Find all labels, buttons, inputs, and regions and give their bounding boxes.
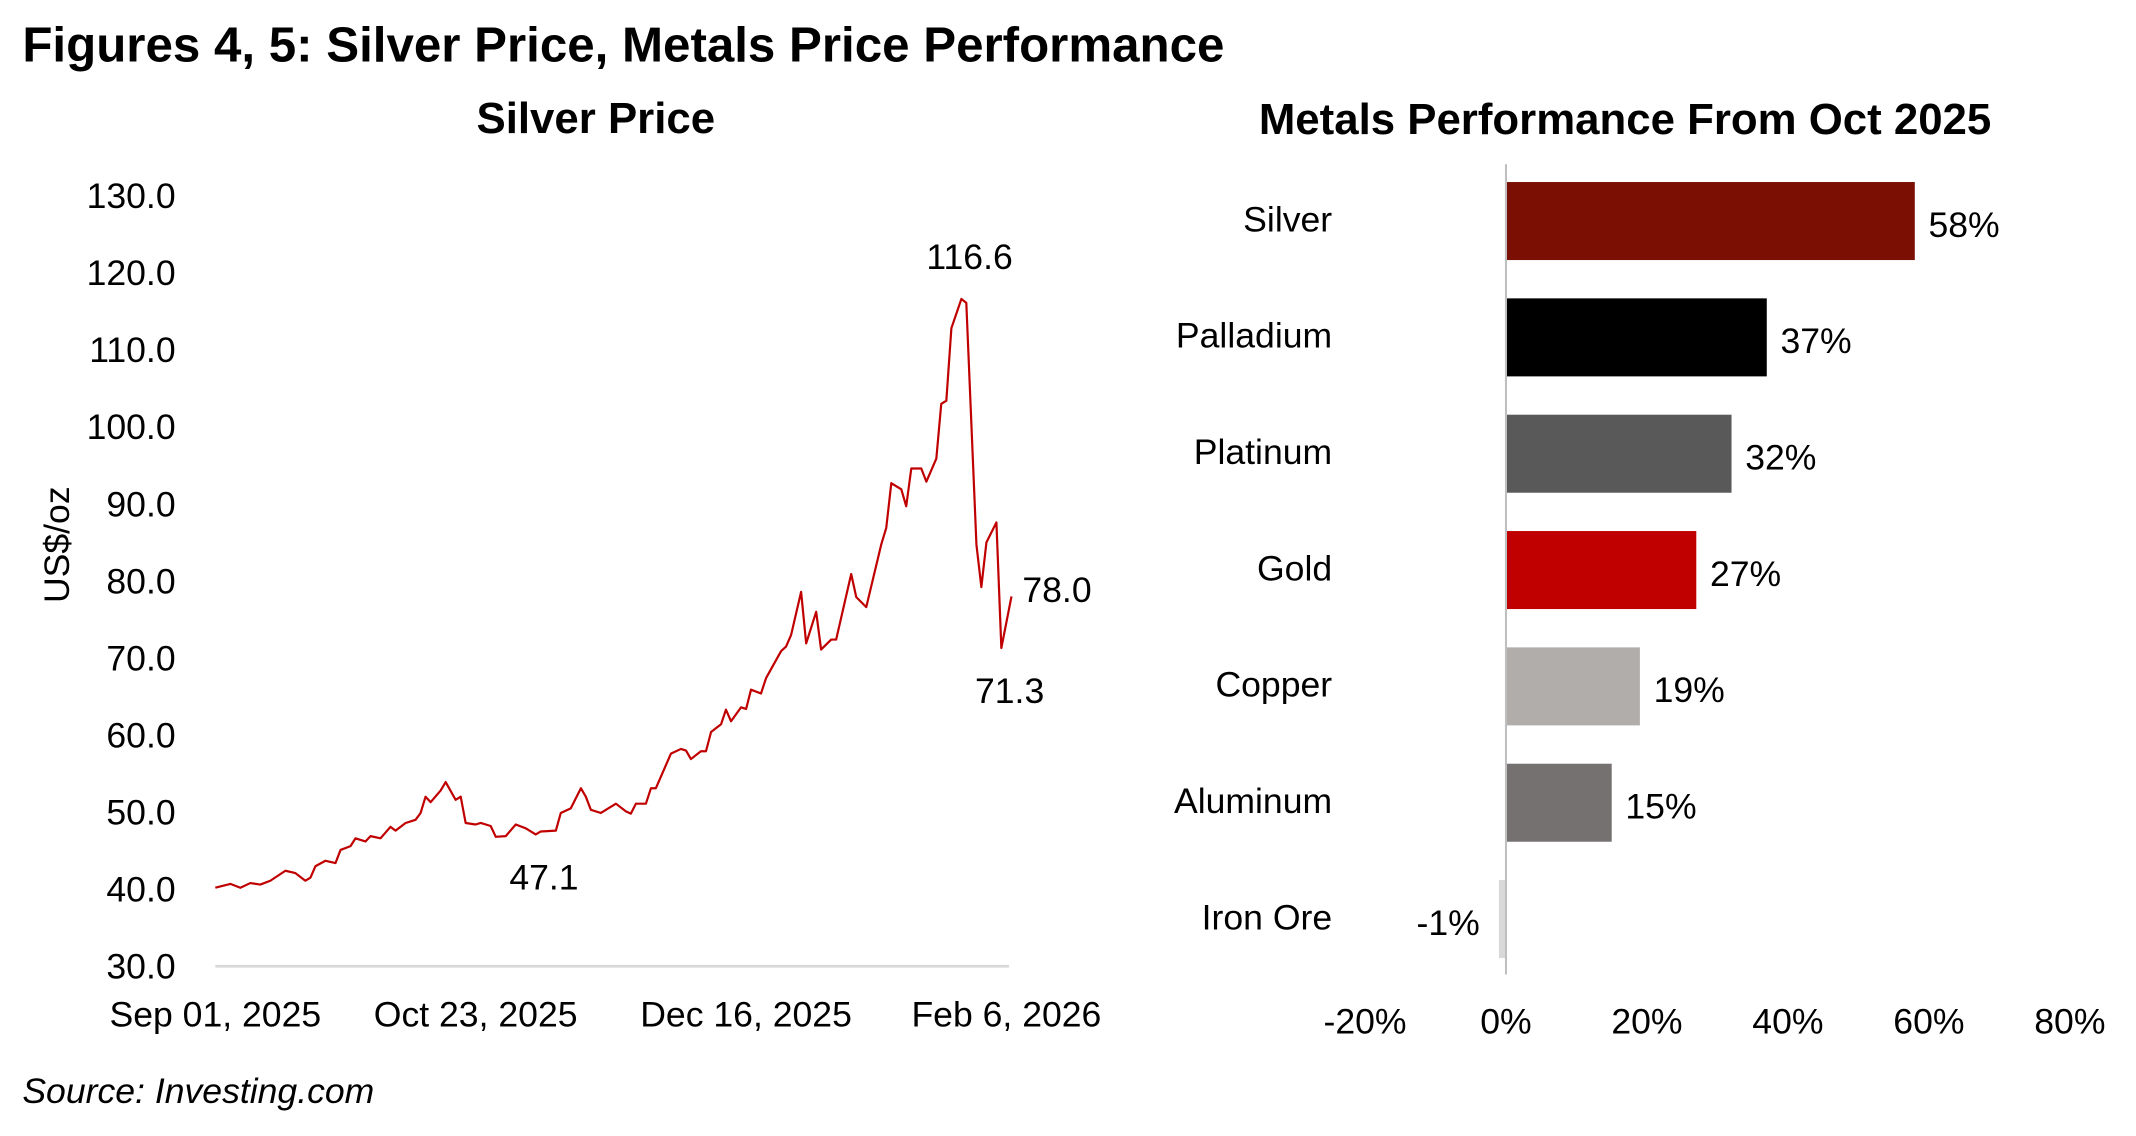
y-tick-label: 120.0: [87, 253, 176, 293]
y-tick-label: 90.0: [106, 484, 175, 524]
data-label: 19%: [1654, 670, 1725, 710]
source-note: Source: Investing.com: [22, 1071, 374, 1111]
silver-price-chart: Silver Price US$/oz 30.0 40.0 50.0 60.0 70.0…: [37, 94, 1101, 1035]
x-tick-label: Oct 23, 2025: [374, 995, 578, 1035]
bar-chart-title: Metals Performance From Oct 2025: [1259, 95, 1991, 144]
y-tick-label: 110.0: [89, 330, 175, 370]
y-tick-label: 40.0: [106, 870, 175, 910]
bar-gold: [1505, 531, 1697, 610]
bar-platinum: [1505, 414, 1732, 493]
category-label: Silver: [1243, 199, 1332, 239]
y-tick-label: 60.0: [106, 715, 175, 755]
data-label: 32%: [1745, 437, 1816, 477]
x-tick-label: Dec 16, 2025: [640, 995, 852, 1035]
x-tick-label: 80%: [2034, 1001, 2105, 1041]
x-tick-label: Sep 01, 2025: [109, 995, 321, 1035]
data-label: 47.1: [509, 857, 578, 897]
category-label: Palladium: [1176, 316, 1332, 356]
data-label: 71.3: [975, 671, 1044, 711]
y-tick-label: 130.0: [87, 176, 176, 216]
y-tick-label: 100.0: [87, 407, 176, 447]
bar-iron-ore: [1498, 880, 1506, 959]
x-tick-label: Feb 6, 2026: [911, 995, 1101, 1035]
y-tick-label: 30.0: [106, 947, 175, 987]
x-tick-label: 60%: [1893, 1001, 1964, 1041]
x-tick-label: -20%: [1323, 1001, 1406, 1041]
data-label: 78.0: [1022, 570, 1091, 610]
data-label: 116.6: [926, 237, 1012, 277]
figure-title: Figures 4, 5: Silver Price, Metals Price…: [22, 18, 1224, 73]
x-tick-label: 40%: [1752, 1001, 1823, 1041]
category-label: Copper: [1215, 665, 1332, 705]
bar-palladium: [1505, 298, 1767, 377]
data-label: -1%: [1416, 903, 1479, 943]
data-label: 27%: [1710, 554, 1781, 594]
category-label: Gold: [1257, 548, 1332, 588]
silver-price-line: [215, 297, 1013, 889]
data-label: 15%: [1625, 786, 1696, 826]
line-chart-title: Silver Price: [477, 94, 716, 143]
bar-copper: [1505, 647, 1640, 726]
data-label: 37%: [1780, 321, 1851, 361]
metals-performance-chart: Metals Performance From Oct 2025 Silver 5…: [1174, 95, 2106, 1041]
y-tick-label: 50.0: [106, 792, 175, 832]
y-axis-label: US$/oz: [37, 486, 77, 603]
data-label: 58%: [1928, 205, 1999, 245]
category-label: Iron Ore: [1202, 897, 1333, 937]
bar-aluminum: [1505, 763, 1612, 842]
category-label: Platinum: [1194, 432, 1332, 472]
y-tick-label: 80.0: [106, 561, 175, 601]
bar-silver: [1505, 182, 1915, 261]
category-label: Aluminum: [1174, 781, 1332, 821]
x-tick-label: 20%: [1611, 1001, 1682, 1041]
x-tick-label: 0%: [1480, 1001, 1531, 1041]
y-tick-label: 70.0: [106, 638, 175, 678]
